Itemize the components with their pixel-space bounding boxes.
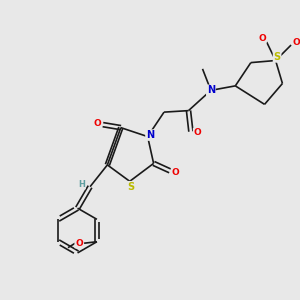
Text: O: O (194, 128, 201, 137)
Text: O: O (292, 38, 300, 47)
Text: O: O (75, 239, 83, 248)
Text: N: N (207, 85, 215, 95)
Text: N: N (146, 130, 154, 140)
Text: S: S (274, 52, 280, 62)
Text: O: O (172, 168, 179, 177)
Text: O: O (94, 119, 101, 128)
Text: O: O (258, 34, 266, 43)
Text: H: H (78, 180, 85, 189)
Text: S: S (127, 182, 134, 192)
